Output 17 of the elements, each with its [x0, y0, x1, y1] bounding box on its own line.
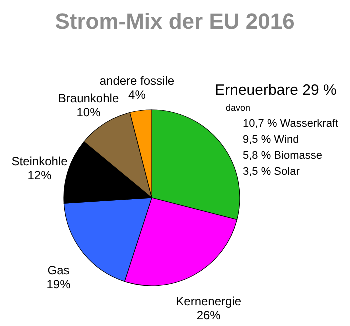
text: 10,7 % Wasserkraft — [243, 118, 339, 130]
text: 3,5 % Solar — [243, 166, 300, 178]
text: 9,5 % Wind — [243, 134, 300, 146]
chart-title: Strom-Mix der EU 2016 — [55, 9, 295, 34]
slice-label: andere fossile — [100, 74, 175, 88]
data-label: 4% — [128, 88, 146, 102]
slice-label: Gas — [48, 263, 70, 278]
data-label: 12% — [28, 168, 52, 183]
slice-label: Kernenergie — [176, 294, 242, 308]
slice-label: Steinkohle — [12, 154, 68, 169]
data-label: 10% — [76, 105, 102, 120]
slice-label: Erneuerbare 29 % — [215, 82, 337, 99]
slice-label: Braunkohle — [58, 91, 120, 106]
data-label: 19% — [46, 277, 72, 292]
data-label: 26% — [196, 308, 222, 322]
text: 5,8 % Biomasse — [243, 150, 322, 162]
text: davon — [226, 103, 251, 113]
